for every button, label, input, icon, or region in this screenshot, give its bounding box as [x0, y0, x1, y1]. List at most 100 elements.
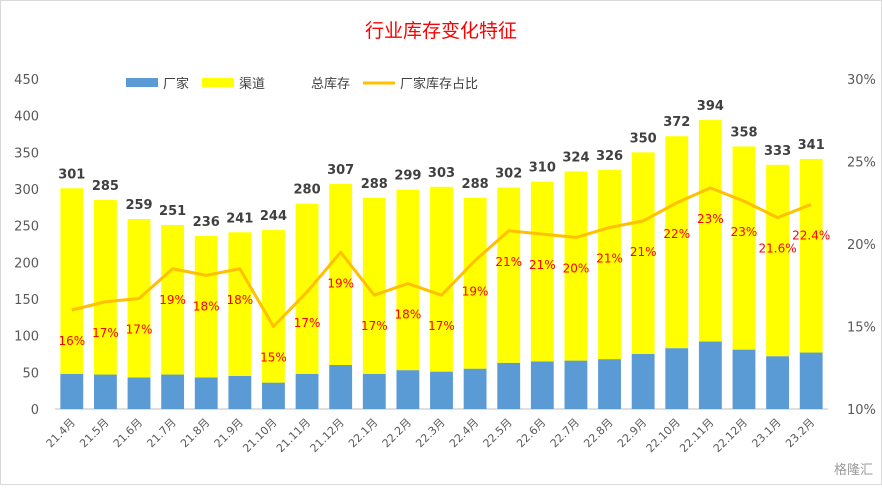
ratio-label: 23%	[697, 212, 724, 226]
legend-label-ratio: 厂家库存占比	[400, 76, 478, 92]
y-tick-label: 400	[14, 110, 39, 125]
x-tick-label: 22.10月	[644, 416, 683, 455]
legend-swatch-factory	[126, 78, 158, 87]
x-tick-label: 22.12月	[711, 416, 750, 455]
ratio-label: 22.4%	[792, 228, 830, 242]
bar-factory	[598, 359, 621, 409]
bar-factory	[698, 341, 722, 409]
bar-channel	[228, 232, 252, 376]
bar-factory	[161, 374, 185, 409]
bar-channel	[60, 188, 84, 374]
ratio-label: 21%	[529, 258, 556, 272]
ratio-label: 17%	[126, 322, 153, 336]
bar-channel	[598, 169, 621, 360]
legend-label-total: 总库存	[311, 76, 350, 92]
y-tick-label: 0	[31, 403, 39, 418]
total-label: 259	[125, 198, 152, 213]
total-label: 303	[428, 166, 455, 181]
bar-factory	[497, 362, 521, 409]
ratio-label: 18%	[193, 299, 220, 313]
ratio-label: 21%	[495, 255, 522, 269]
ratio-label: 19%	[159, 293, 186, 307]
total-label: 236	[193, 215, 220, 230]
ratio-label: 19%	[327, 276, 354, 290]
chart-legend: 厂家 渠道 总库存 厂家库存占比	[126, 76, 478, 92]
y-tick-label: 350	[14, 146, 39, 161]
legend-label-channel: 渠道	[239, 77, 265, 92]
bar-factory	[93, 374, 117, 409]
x-tick-label: 21.8月	[178, 416, 212, 450]
x-tick-label: 22.4月	[447, 416, 481, 450]
bar-channel	[732, 146, 756, 350]
bar-factory	[60, 373, 84, 409]
y-tick-label: 150	[14, 293, 39, 308]
bar-channel	[665, 136, 689, 349]
total-label: 241	[226, 211, 253, 226]
y2-tick-label: 20%	[847, 238, 876, 253]
y2-tick-label: 10%	[847, 403, 876, 418]
bar-channel	[766, 164, 790, 357]
bar-factory	[194, 377, 218, 409]
ratio-label: 21%	[630, 245, 657, 259]
bar-channel	[329, 183, 353, 365]
ratio-label: 23%	[731, 225, 758, 239]
ratio-label: 20%	[563, 261, 590, 275]
y2-tick-label: 25%	[847, 156, 876, 171]
total-label: 244	[260, 209, 287, 224]
bar-channel	[430, 186, 453, 372]
x-tick-label: 21.12月	[308, 416, 347, 455]
bar-factory	[564, 360, 588, 409]
ratio-label: 21.6%	[759, 242, 797, 256]
x-tick-label: 21.10月	[240, 416, 279, 455]
total-label: 350	[630, 131, 657, 146]
bar-channel	[799, 158, 823, 353]
bar-channel	[497, 187, 521, 363]
y2-tick-label: 30%	[847, 73, 876, 88]
bar-factory	[329, 365, 353, 409]
y-tick-label: 200	[14, 256, 39, 271]
y-tick-label: 300	[14, 183, 39, 198]
ratio-label: 17%	[294, 316, 321, 330]
x-tick-label: 22.3月	[413, 416, 447, 450]
x-tick-label: 23.2月	[783, 416, 817, 450]
total-label: 372	[663, 115, 690, 130]
bar-channel	[262, 230, 285, 383]
x-tick-label: 21.4月	[44, 416, 78, 450]
x-tick-label: 23.1月	[749, 416, 783, 450]
x-tick-label: 22.1月	[346, 416, 380, 450]
ratio-label: 19%	[462, 285, 489, 299]
total-label: 333	[764, 144, 791, 159]
bar-factory	[799, 352, 823, 409]
x-tick-label: 22.8月	[581, 416, 615, 450]
y-tick-label: 450	[14, 73, 39, 88]
total-label: 310	[529, 161, 556, 176]
bar-channel	[362, 197, 386, 374]
ratio-label: 21%	[596, 252, 623, 266]
total-label: 341	[798, 138, 825, 153]
total-label: 394	[697, 99, 724, 114]
total-label: 326	[596, 149, 623, 164]
total-label: 301	[58, 167, 85, 182]
ratio-label: 15%	[260, 351, 287, 365]
x-tick-label: 21.6月	[111, 416, 145, 450]
total-label: 299	[394, 169, 421, 184]
ratio-label: 17%	[361, 319, 388, 333]
legend-label-factory: 厂家	[163, 76, 189, 92]
bar-channel	[93, 200, 117, 375]
ratio-label: 17%	[92, 326, 119, 340]
bar-channel	[161, 224, 185, 375]
ratio-line	[71, 186, 812, 328]
bar-channel	[631, 152, 655, 354]
y2-tick-label: 15%	[847, 321, 876, 336]
chart-title: 行业库存变化特征	[365, 20, 517, 42]
bar-factory	[295, 373, 319, 409]
bar-factory	[262, 382, 285, 409]
y-tick-label: 100	[14, 330, 39, 345]
ratio-label: 16%	[58, 334, 85, 348]
bar-factory	[127, 377, 151, 409]
total-label: 288	[361, 177, 388, 192]
total-label: 251	[159, 204, 186, 219]
bar-factory	[732, 349, 756, 409]
bar-factory	[463, 368, 487, 409]
